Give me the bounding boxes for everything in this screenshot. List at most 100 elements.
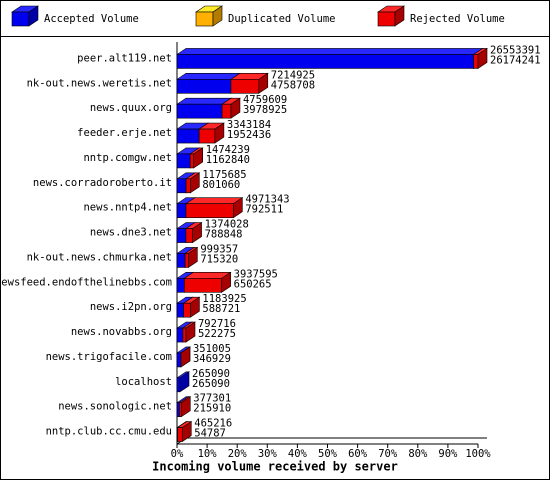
bar-segment bbox=[176, 421, 193, 443]
bar-side bbox=[477, 47, 488, 69]
accepted-label: 26174241 bbox=[490, 54, 541, 66]
category-label: news.corradoroberto.it bbox=[33, 177, 172, 189]
bar-front bbox=[182, 327, 187, 343]
bar-front bbox=[176, 327, 184, 343]
legend-label: Duplicated Volume bbox=[228, 13, 335, 25]
legend-swatch bbox=[195, 5, 223, 27]
bar-segment bbox=[179, 346, 191, 368]
bar-side bbox=[28, 5, 39, 27]
accepted-label: 650265 bbox=[234, 278, 272, 290]
total-label: 1175685 bbox=[202, 169, 246, 181]
bar-segment bbox=[185, 172, 201, 194]
bar-front bbox=[11, 11, 30, 27]
bar-front bbox=[185, 203, 234, 218]
total-label: 351005 bbox=[193, 343, 231, 355]
bar-side bbox=[212, 5, 223, 27]
category-label: nk-out.news.weretis.net bbox=[27, 77, 172, 89]
category-label: news.dne3.net bbox=[90, 227, 172, 239]
category-label: nntp.comgw.net bbox=[83, 152, 172, 164]
x-tick-label: 30% bbox=[258, 448, 278, 460]
accepted-label: 215910 bbox=[193, 403, 231, 415]
category-label: localhost bbox=[115, 376, 172, 388]
bar-side bbox=[230, 97, 241, 119]
bar-segment bbox=[178, 396, 192, 418]
bar-front bbox=[195, 11, 214, 27]
bar-segment bbox=[176, 371, 190, 393]
chart-title: Incoming volume received by server bbox=[152, 460, 398, 474]
bar-segment bbox=[221, 97, 241, 119]
bar-side bbox=[180, 396, 191, 418]
bar-front bbox=[176, 352, 182, 368]
x-tick-label: 80% bbox=[408, 448, 428, 460]
total-label: 265090 bbox=[192, 368, 230, 380]
category-label: peer.alt119.net bbox=[77, 52, 172, 64]
bar-front bbox=[185, 178, 191, 194]
category-label: news.sonologic.net bbox=[58, 401, 172, 413]
bar-segment bbox=[181, 321, 196, 343]
x-tick-label: 90% bbox=[438, 448, 458, 460]
x-tick-label: 70% bbox=[378, 448, 398, 460]
bar-top bbox=[184, 197, 244, 204]
accepted-label: 4758708 bbox=[271, 79, 315, 91]
x-tick-label: 60% bbox=[348, 448, 368, 460]
category-label: nk-out.news.chmurka.net bbox=[27, 251, 172, 263]
bar-front bbox=[176, 153, 191, 169]
category-label: newsfeed.endofthelinebbs.com bbox=[0, 276, 172, 288]
accepted-label: 265090 bbox=[192, 378, 230, 390]
bar-front bbox=[184, 278, 222, 293]
bar-segment bbox=[198, 122, 225, 144]
bar-side bbox=[179, 371, 190, 393]
bar-side bbox=[180, 346, 191, 368]
bar-top bbox=[176, 73, 241, 80]
category-label: news.trigofacile.com bbox=[46, 351, 172, 363]
legend-swatch bbox=[377, 5, 405, 27]
bar-front bbox=[176, 278, 185, 293]
legend-swatch bbox=[11, 5, 39, 27]
bar-side bbox=[188, 246, 198, 268]
total-label: 3937595 bbox=[234, 268, 278, 280]
bar-segment bbox=[189, 147, 204, 169]
bar-front bbox=[176, 54, 475, 69]
category-label: news.nntp4.net bbox=[83, 202, 172, 214]
accepted-label: 1162840 bbox=[206, 154, 250, 166]
x-tick-label: 100% bbox=[465, 448, 491, 460]
legend-label: Accepted Volume bbox=[44, 13, 139, 25]
accepted-label: 792511 bbox=[245, 204, 283, 216]
total-label: 1374028 bbox=[205, 219, 249, 231]
bar-side bbox=[190, 296, 200, 318]
bar-front bbox=[176, 178, 187, 194]
bar-segment bbox=[184, 246, 199, 268]
bar-segment bbox=[176, 47, 484, 69]
bar-front bbox=[184, 253, 189, 268]
x-tick-label: 0% bbox=[171, 448, 184, 460]
x-tick-label: 10% bbox=[198, 448, 218, 460]
bar-side bbox=[181, 421, 192, 443]
bar-front bbox=[177, 427, 183, 442]
bar-front bbox=[176, 228, 187, 243]
total-label: 4759609 bbox=[243, 94, 287, 106]
category-label: nntp.club.cc.cmu.edu bbox=[46, 426, 172, 438]
bar-segment bbox=[229, 72, 269, 94]
bar-side bbox=[193, 147, 204, 169]
total-label: 377301 bbox=[193, 393, 231, 405]
total-label: 1474239 bbox=[206, 144, 250, 156]
bar-side bbox=[394, 5, 405, 27]
accepted-label: 801060 bbox=[202, 179, 240, 191]
bar-segment bbox=[176, 72, 241, 94]
bar-front bbox=[221, 103, 232, 119]
category-label: news.novabbs.org bbox=[71, 326, 172, 338]
bar-front bbox=[176, 103, 223, 119]
total-label: 7214925 bbox=[271, 69, 315, 81]
bar-segment bbox=[184, 222, 203, 244]
bar-front bbox=[176, 402, 180, 417]
category-label: feeder.erje.net bbox=[77, 127, 172, 139]
total-label: 465216 bbox=[194, 418, 232, 430]
bar-segment bbox=[183, 271, 232, 293]
category-label: news.quux.org bbox=[90, 102, 172, 114]
x-tick-label: 40% bbox=[288, 448, 308, 460]
bar-front bbox=[183, 302, 191, 318]
bar-side bbox=[221, 271, 231, 293]
bar-side bbox=[233, 197, 243, 219]
bar-front bbox=[176, 377, 181, 393]
